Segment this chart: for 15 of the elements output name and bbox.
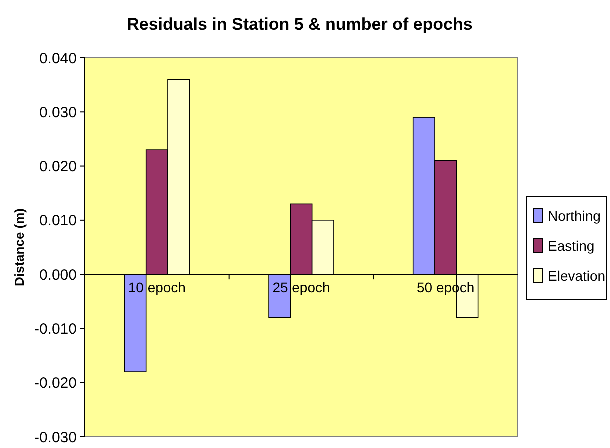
y-tick-label: 0.040 [39, 50, 77, 68]
legend-label: Northing [548, 208, 601, 224]
x-tick-label: 25 epoch [272, 280, 330, 296]
chart-title: Residuals in Station 5 & number of epochs [127, 15, 473, 34]
y-tick-label: 0.030 [39, 104, 77, 122]
y-tick-label: 0.020 [39, 158, 77, 176]
y-tick-label: 0.000 [39, 266, 77, 284]
y-tick-label: -0.020 [34, 375, 77, 392]
legend-label: Elevation [548, 268, 606, 284]
x-tick-label: 10 epoch [128, 280, 186, 296]
y-tick-label: 0.010 [39, 212, 77, 230]
y-tick-label: -0.030 [34, 429, 77, 446]
legend-label: Easting [548, 238, 595, 254]
y-axis-title: Distance (m) [12, 208, 27, 287]
y-tick-label: -0.010 [34, 320, 77, 338]
